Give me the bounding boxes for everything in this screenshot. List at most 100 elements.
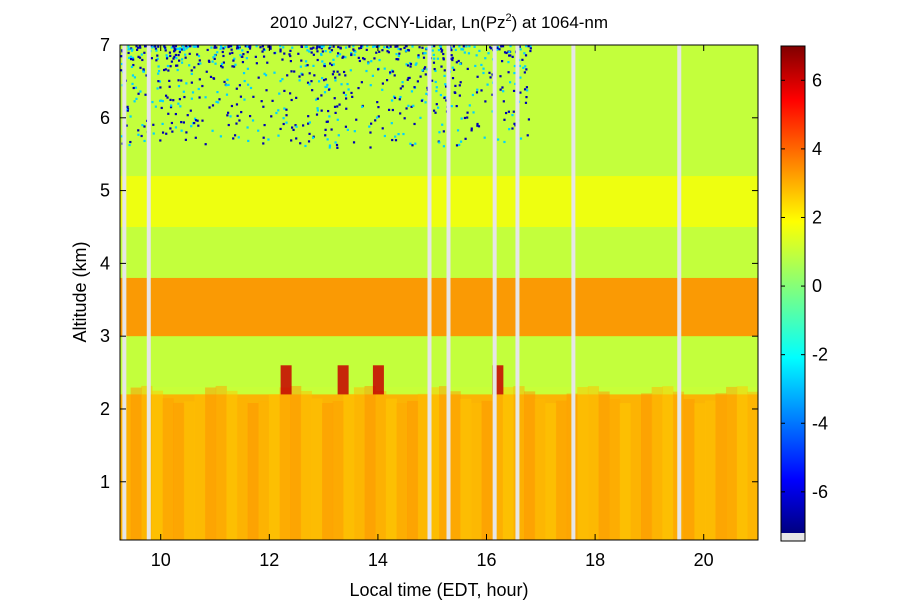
- noise-speck: [169, 106, 173, 109]
- noise-speck: [243, 98, 246, 101]
- noise-speck: [324, 85, 327, 89]
- noise-speck: [177, 47, 180, 50]
- noise-speck: [263, 72, 266, 75]
- noise-speck: [266, 61, 269, 64]
- noise-speck: [291, 46, 294, 49]
- x-tick-label: 12: [259, 550, 279, 570]
- noise-speck: [308, 50, 311, 53]
- noise-speck: [405, 49, 408, 52]
- noise-speck: [263, 123, 266, 127]
- noise-speck: [376, 101, 379, 104]
- noise-speck: [513, 122, 516, 125]
- noise-speck: [133, 76, 137, 79]
- noise-speck: [326, 83, 329, 87]
- noise-speck: [315, 113, 319, 116]
- noise-speck: [422, 52, 425, 55]
- noise-speck: [440, 65, 443, 68]
- noise-speck: [168, 51, 172, 54]
- noise-speck: [190, 72, 193, 75]
- noise-speck: [279, 48, 282, 51]
- y-tick-label: 4: [100, 253, 110, 273]
- noise-speck: [406, 78, 409, 81]
- noise-speck: [361, 105, 364, 108]
- boundary-layer-streak: [130, 387, 142, 540]
- noise-speck: [458, 45, 461, 48]
- noise-speck: [178, 51, 181, 54]
- noise-speck: [294, 124, 297, 127]
- noise-speck: [424, 73, 427, 76]
- noise-speck: [186, 45, 189, 49]
- noise-speck: [462, 45, 465, 48]
- noise-speck: [470, 129, 473, 132]
- noise-speck: [166, 55, 169, 59]
- noise-speck: [232, 65, 236, 68]
- noise-speck: [179, 105, 182, 108]
- noise-speck: [199, 62, 202, 65]
- noise-speck: [193, 121, 196, 125]
- noise-speck: [437, 106, 440, 109]
- noise-speck: [176, 68, 179, 72]
- noise-speck: [336, 105, 339, 108]
- noise-speck: [178, 59, 181, 62]
- noise-speck: [290, 98, 293, 102]
- noise-speck: [172, 99, 175, 102]
- colorbar-tick-label: -4: [812, 413, 828, 433]
- noise-speck: [134, 86, 138, 89]
- colorbar-tick-label: 4: [812, 139, 822, 159]
- noise-speck: [496, 46, 499, 50]
- boundary-layer-streak: [407, 400, 419, 540]
- noise-speck: [525, 86, 529, 89]
- boundary-layer-streak: [183, 401, 195, 540]
- noise-speck: [459, 62, 462, 66]
- noise-speck: [440, 50, 443, 53]
- noise-speck: [463, 51, 466, 54]
- noise-speck: [265, 89, 268, 92]
- noise-speck: [381, 127, 384, 130]
- boundary-layer-streak: [577, 387, 589, 540]
- boundary-layer-streak: [247, 402, 259, 540]
- noise-speck: [329, 62, 332, 65]
- noise-speck: [450, 105, 453, 108]
- noise-speck: [137, 92, 140, 95]
- noise-speck: [183, 95, 186, 99]
- noise-speck: [301, 73, 304, 76]
- noise-speck: [260, 100, 263, 103]
- noise-speck: [455, 61, 458, 64]
- noise-speck: [329, 50, 332, 54]
- noise-speck: [457, 59, 460, 63]
- noise-speck: [177, 102, 180, 105]
- noise-speck: [470, 127, 473, 130]
- noise-speck: [320, 109, 323, 112]
- noise-speck: [142, 68, 145, 71]
- noise-speck: [248, 47, 252, 50]
- noise-speck: [443, 96, 446, 100]
- noise-speck: [302, 124, 305, 127]
- noise-speck: [257, 76, 260, 79]
- noise-speck: [389, 45, 392, 48]
- noise-speck: [522, 66, 525, 69]
- noise-speck: [399, 87, 402, 90]
- boundary-layer-streak: [332, 400, 344, 540]
- noise-speck: [132, 58, 135, 61]
- noise-speck: [529, 49, 532, 53]
- noise-speck: [386, 50, 389, 53]
- noise-speck: [308, 132, 311, 136]
- noise-speck: [315, 47, 318, 50]
- noise-speck: [381, 49, 384, 52]
- noise-speck: [336, 52, 340, 55]
- noise-speck: [304, 60, 308, 63]
- noise-speck: [509, 54, 512, 57]
- noise-speck: [411, 45, 414, 48]
- noise-speck: [365, 69, 368, 73]
- noise-speck: [283, 89, 286, 93]
- noise-speck: [344, 97, 348, 100]
- noise-speck: [131, 74, 135, 77]
- noise-speck: [240, 110, 243, 114]
- noise-speck: [524, 54, 528, 57]
- boundary-layer-streak: [226, 390, 238, 540]
- noise-speck: [174, 45, 178, 48]
- noise-speck: [512, 110, 515, 113]
- colorbar-tick-label: 2: [812, 207, 822, 227]
- noise-speck: [514, 82, 517, 86]
- noise-speck: [507, 110, 511, 113]
